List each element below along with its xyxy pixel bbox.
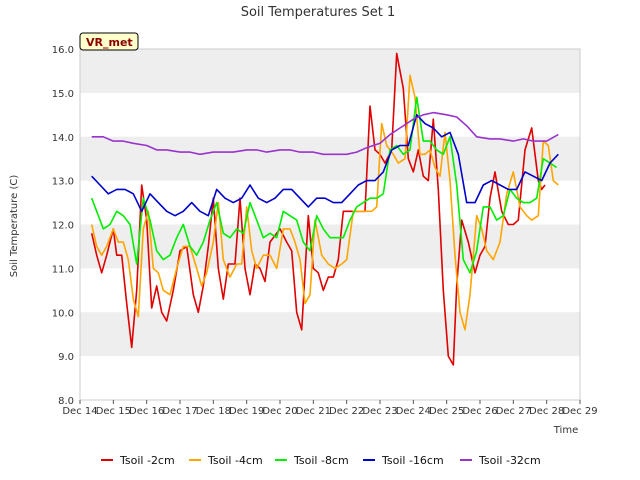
y-tick-label: 11.0 [52, 264, 74, 275]
x-axis-label: Time [553, 425, 578, 436]
legend-label: Tsoil -32cm [478, 454, 541, 467]
x-tick-label: Dec 14 [62, 406, 97, 417]
series-line-tsoil-4cm [90, 74, 559, 331]
y-tick-label: 13.0 [52, 177, 74, 188]
x-tick-label: Dec 28 [529, 406, 564, 417]
vr-met-badge: VR_met [79, 32, 139, 51]
x-tick-label: Dec 23 [362, 406, 397, 417]
chart-title: Soil Temperatures Set 1 [241, 5, 396, 20]
y-tick-label: 14.0 [52, 133, 74, 144]
series-line-tsoil-2cm [90, 52, 546, 366]
grid-band [80, 136, 580, 181]
x-tick-label: Dec 17 [162, 406, 197, 417]
legend-label: Tsoil -16cm [381, 454, 444, 467]
x-tick-label: Dec 21 [296, 406, 331, 417]
x-tick-label: Dec 15 [96, 406, 131, 417]
x-tick-label: Dec 29 [562, 406, 597, 417]
legend-label: Tsoil -4cm [207, 454, 263, 467]
y-tick-label: 16.0 [52, 45, 74, 56]
x-tick-label: Dec 27 [496, 406, 531, 417]
y-tick-label: 15.0 [52, 89, 74, 100]
y-tick-label: 9.0 [58, 352, 74, 363]
series-lines [90, 52, 559, 366]
y-tick-label: 8.0 [58, 396, 74, 407]
grid-band [80, 224, 580, 269]
x-tick-label: Dec 26 [462, 406, 497, 417]
x-tick-label: Dec 20 [262, 406, 297, 417]
x-tick-label: Dec 18 [196, 406, 231, 417]
series-line-tsoil-8cm [90, 96, 558, 274]
legend-label: Tsoil -2cm [119, 454, 175, 467]
y-tick-label: 10.0 [52, 308, 74, 319]
grid-band [80, 49, 580, 93]
x-tick-label: Dec 19 [229, 406, 264, 417]
badge-label: VR_met [86, 36, 133, 49]
series-line-tsoil-32cm [91, 111, 559, 156]
x-tick-label: Dec 22 [329, 406, 364, 417]
x-tick-label: Dec 16 [129, 406, 164, 417]
y-axis-ticks: 8.0 9.0 10.0 11.0 12.0 13.0 14.0 15.0 16.0 [52, 45, 74, 407]
grid-bands [80, 49, 580, 400]
plot-frame [79, 48, 581, 401]
y-tick-label: 12.0 [52, 221, 74, 232]
legend-label: Tsoil -8cm [293, 454, 349, 467]
x-tick-label: Dec 25 [429, 406, 464, 417]
x-tick-label: Dec 24 [396, 406, 431, 417]
series-line-tsoil-16cm [91, 114, 559, 217]
y-axis-label: Soil Temperature (C) [9, 175, 20, 278]
grid-band [80, 312, 580, 357]
legend: Tsoil -2cm Tsoil -4cm Tsoil -8cm Tsoil -16c… [101, 454, 541, 467]
